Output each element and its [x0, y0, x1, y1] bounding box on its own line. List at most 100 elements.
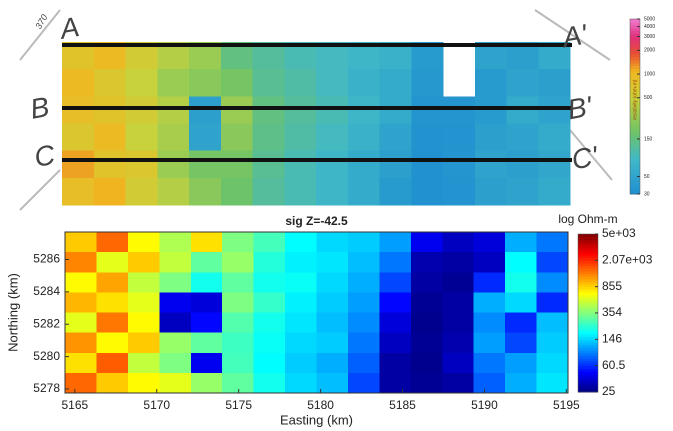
heatmap-cell: [285, 272, 317, 293]
heatmap-cell: [505, 292, 537, 313]
heatmap-cell: [285, 333, 317, 354]
colorbar-segment: [630, 31, 640, 34]
heatmap-cell: [128, 272, 160, 293]
heatmap-cell: [537, 272, 569, 293]
heatmap-cell: [537, 232, 569, 253]
heatmap-cell: [191, 333, 223, 354]
chart-title: sig Z=-42.5: [285, 214, 348, 228]
heatmap-cell: [62, 124, 94, 152]
heatmap-cell: [221, 69, 253, 97]
heatmap-cell: [94, 69, 126, 97]
heatmap-cell: [474, 252, 506, 273]
heatmap-cell: [65, 252, 97, 273]
heatmap-cell: [411, 353, 443, 374]
colorbar-segment: [630, 63, 640, 66]
colorbar-segment: [630, 159, 640, 162]
colorbar-segment: [630, 185, 640, 188]
heatmap-cell: [442, 333, 474, 354]
heatmap-cell: [191, 373, 223, 394]
heatmap-cell: [442, 292, 474, 313]
heatmap-cell: [474, 353, 506, 374]
colorbar-segment: [630, 133, 640, 136]
heatmap-cell: [126, 96, 158, 124]
heatmap-cell: [285, 292, 317, 313]
colorbar-tick-label: 354: [602, 305, 622, 319]
y-tick-label: 5282: [33, 316, 60, 330]
heatmap-cell: [474, 333, 506, 354]
heatmap-cell: [411, 333, 443, 354]
heatmap-cell: [159, 292, 191, 313]
heatmap-cell: [253, 96, 285, 124]
heatmap-cell: [254, 232, 286, 253]
heatmap-cell: [62, 69, 94, 97]
colorbar-label: log Ohm-m: [558, 212, 617, 226]
colorbar-segment: [630, 144, 640, 147]
colorbar-segment: [630, 39, 640, 42]
colorbar-tick-label: 3000: [644, 34, 655, 40]
heatmap-cell: [253, 178, 285, 206]
heatmap-cell: [285, 252, 317, 273]
heatmap-cell: [380, 96, 412, 124]
heatmap-cell: [505, 272, 537, 293]
heatmap-cell: [507, 124, 539, 152]
heatmap-cell: [317, 353, 349, 374]
heatmap-cell: [443, 178, 475, 206]
y-tick-label: 5278: [33, 381, 60, 395]
heatmap-cell: [537, 313, 569, 334]
heatmap-cell: [254, 252, 286, 273]
colorbar-segment: [630, 165, 640, 168]
x-tick-label: 5180: [307, 398, 334, 412]
heatmap-cell: [94, 178, 126, 206]
heatmap-cell: [222, 232, 254, 253]
colorbar-tick-label: 5000: [644, 16, 655, 22]
heatmap-cell: [159, 272, 191, 293]
colorbar-segment: [630, 171, 640, 174]
colorbar-segment: [630, 179, 640, 182]
colorbar-tick-label: 146: [602, 332, 622, 346]
colorbar-segment: [630, 130, 640, 133]
heatmap-cell: [474, 373, 506, 394]
y-tick-label: 5284: [33, 284, 60, 298]
colorbar-segment: [630, 147, 640, 150]
x-tick-label: 5170: [143, 398, 170, 412]
heatmap-cell: [505, 313, 537, 334]
heatmap-cell: [159, 333, 191, 354]
heatmap-cell: [348, 96, 380, 124]
heatmap-cell: [94, 96, 126, 124]
heatmap-cell: [537, 292, 569, 313]
heatmap-cell: [96, 292, 128, 313]
heatmap-cell: [411, 151, 443, 179]
heatmap-cell: [96, 252, 128, 273]
heatmap-cell: [191, 272, 223, 293]
heatmap-cell: [254, 373, 286, 394]
heatmap-cell: [379, 252, 411, 273]
map-frame: [20, 170, 60, 210]
heatmap-cell: [96, 373, 128, 394]
heatmap-cell: [157, 178, 189, 206]
heatmap-cell: [442, 252, 474, 273]
heatmap-cell: [65, 333, 97, 354]
colorbar-segment: [630, 45, 640, 48]
heatmap-cell: [348, 151, 380, 179]
heatmap-cell: [285, 232, 317, 253]
colorbar-segment: [630, 60, 640, 63]
heatmap-cell: [221, 124, 253, 152]
colorbar-segment: [630, 37, 640, 40]
heatmap-cell: [411, 373, 443, 394]
heatmap-cell: [96, 232, 128, 253]
heatmap-cell: [285, 313, 317, 334]
heatmap-cell: [443, 96, 475, 124]
colorbar-segment: [630, 127, 640, 130]
colorbar-tick-label: 2.07e+03: [602, 252, 653, 266]
heatmap-cell: [317, 373, 349, 394]
heatmap-cell: [348, 178, 380, 206]
heatmap-cell: [348, 69, 380, 97]
heatmap-cell: [379, 272, 411, 293]
colorbar-segment: [630, 51, 640, 54]
heatmap-cell: [191, 313, 223, 334]
colorbar-segment: [630, 28, 640, 31]
colorbar-segment: [630, 168, 640, 171]
heatmap-cell: [411, 252, 443, 273]
heatmap-cell: [65, 272, 97, 293]
heatmap-cell: [317, 232, 349, 253]
